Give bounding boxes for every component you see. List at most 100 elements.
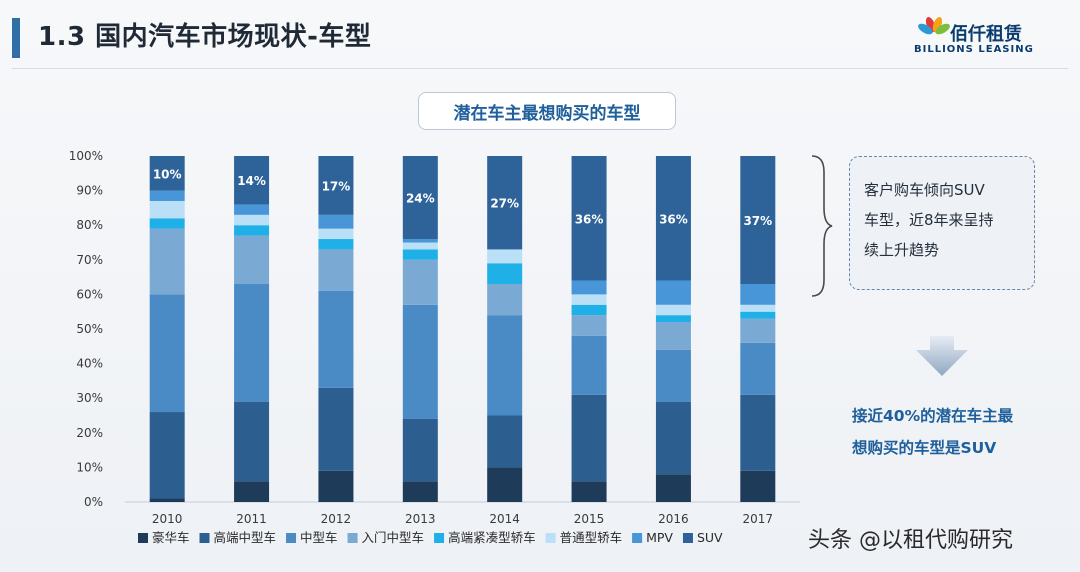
bar-segment xyxy=(487,315,523,416)
legend-swatch xyxy=(199,533,210,543)
y-tick-label: 60% xyxy=(76,287,103,301)
data-label: 27% xyxy=(490,197,519,211)
bar-segment xyxy=(402,304,438,419)
data-label: 37% xyxy=(743,214,772,228)
bar-segment xyxy=(234,235,270,285)
title-accent-bar xyxy=(12,18,20,58)
legend-label: MPV xyxy=(646,530,673,545)
bar-segment xyxy=(402,249,438,260)
bar-segment xyxy=(318,239,354,250)
bar-segment xyxy=(740,342,776,395)
logo-name-en: BILLIONS LEASING xyxy=(914,44,1034,55)
bar-segment xyxy=(571,481,607,502)
bar-segment xyxy=(571,294,607,305)
data-label: 14% xyxy=(237,174,266,188)
bar-segment xyxy=(318,387,354,471)
bar-segment xyxy=(740,156,776,285)
bar-segment xyxy=(149,200,185,219)
y-tick-label: 50% xyxy=(76,322,103,336)
bar-segment xyxy=(318,228,354,240)
y-tick-label: 80% xyxy=(76,218,103,232)
bar-segment xyxy=(571,280,607,295)
bar-segment xyxy=(740,394,776,471)
bar-segment xyxy=(740,304,776,312)
bar-segment xyxy=(571,315,607,336)
bar-segment xyxy=(402,239,438,243)
data-label: 36% xyxy=(575,212,604,226)
y-tick-label: 20% xyxy=(76,426,103,440)
bar-segment xyxy=(571,394,607,482)
legend-swatch xyxy=(682,533,693,543)
legend-swatch xyxy=(545,533,556,543)
bar-segment xyxy=(234,284,270,402)
bar-segment xyxy=(487,249,523,264)
conclusion-line: 接近40%的潜在车主最 xyxy=(852,407,1014,425)
bar-segment xyxy=(571,304,607,316)
data-label: 36% xyxy=(659,212,688,226)
bar-segment xyxy=(740,318,776,343)
note-line: 客户购车倾向SUV xyxy=(864,181,985,199)
bar-segment xyxy=(655,349,691,402)
bar-segment xyxy=(234,225,270,236)
data-label: 17% xyxy=(322,179,351,193)
bar-segment xyxy=(149,218,185,229)
bar-segment xyxy=(571,156,607,281)
bar-segment xyxy=(655,280,691,305)
y-tick-label: 30% xyxy=(76,391,103,405)
x-tick-label: 2011 xyxy=(236,512,267,526)
bar-segment xyxy=(655,304,691,316)
bar-segment xyxy=(234,214,270,226)
bar-segment xyxy=(402,242,438,250)
bar-segment xyxy=(487,467,523,502)
y-tick-label: 90% xyxy=(76,184,103,198)
watermark-text: 头条 @以租代购研究 xyxy=(808,528,1013,553)
legend-swatch xyxy=(347,533,358,543)
flower-logo-icon xyxy=(918,16,950,35)
bar-segment xyxy=(149,294,185,413)
bar-segment xyxy=(402,156,438,240)
legend-label: 中型车 xyxy=(300,530,338,545)
legend-swatch xyxy=(434,533,445,543)
bar-segment xyxy=(402,481,438,502)
logo-name-cn: 佰仟租赁 xyxy=(950,24,1022,45)
bar-segment xyxy=(571,335,607,395)
bar-segment xyxy=(149,156,185,191)
title-divider xyxy=(12,68,1068,69)
conclusion-text: 接近40%的潜在车主最 想购买的车型是SUV xyxy=(852,400,1052,464)
bar-segment xyxy=(318,156,354,215)
bar-segment xyxy=(655,474,691,502)
bar-segment xyxy=(149,190,185,201)
bar-segment xyxy=(149,412,185,499)
bar-segment xyxy=(318,249,354,291)
chart-title: 潜在车主最想购买的车型 xyxy=(418,92,676,130)
bar-segment xyxy=(318,290,354,388)
legend-label: 普通型轿车 xyxy=(560,530,623,545)
trend-note-box: 客户购车倾向SUV 车型，近8年来呈持 续上升趋势 xyxy=(849,156,1035,290)
bar-segment xyxy=(318,470,354,502)
bar-segment xyxy=(234,204,270,215)
bar-segment xyxy=(487,415,523,468)
bar-segment xyxy=(740,311,776,319)
legend-swatch xyxy=(138,533,148,543)
bar-segment xyxy=(740,470,776,502)
legend-label: 高端紧凑型轿车 xyxy=(448,530,536,545)
bar-segment xyxy=(655,156,691,281)
bar-segment xyxy=(234,481,270,502)
y-tick-label: 100% xyxy=(69,149,103,163)
x-tick-label: 2010 xyxy=(152,512,183,526)
x-tick-label: 2013 xyxy=(405,512,436,526)
x-tick-label: 2017 xyxy=(743,512,774,526)
down-arrow-icon xyxy=(916,336,968,376)
bar-segment xyxy=(487,156,523,250)
bar-segment xyxy=(487,284,523,316)
data-label: 24% xyxy=(406,192,435,206)
legend-label: 入门中型车 xyxy=(362,530,425,545)
legend-swatch xyxy=(632,533,643,543)
x-tick-label: 2014 xyxy=(489,512,520,526)
note-line: 续上升趋势 xyxy=(864,241,940,259)
bar-segment xyxy=(402,418,438,482)
legend-swatch xyxy=(286,533,297,543)
bar-segment xyxy=(149,228,185,295)
bar-segment xyxy=(234,156,270,205)
